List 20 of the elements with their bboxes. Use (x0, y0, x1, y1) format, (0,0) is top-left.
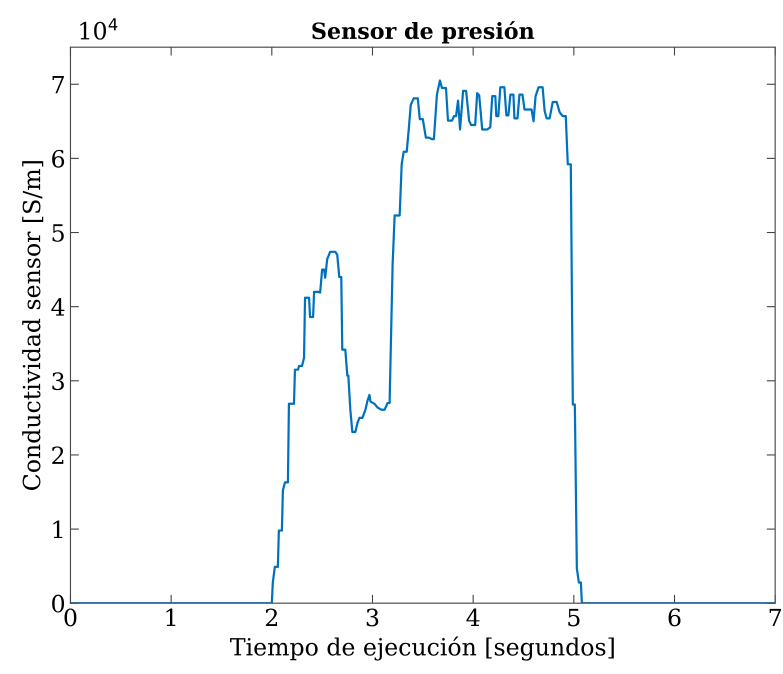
y-tick-label: 4 (51, 298, 64, 316)
chart-title: Sensor de presión (312, 21, 534, 44)
x-tick-label: 5 (568, 608, 580, 626)
x-tick-label: 2 (266, 608, 278, 626)
y-tick-label: 1 (53, 520, 62, 538)
y-tick-label: 0 (52, 594, 64, 613)
text: 10$^{4}$ (80, 18, 118, 40)
y-tick-label: 7 (52, 76, 64, 94)
y-tick-label: 3 (52, 372, 64, 390)
y-tick-label: 2 (52, 446, 64, 464)
x-axis-title: Tiempo de ejecución [segundos] (230, 636, 614, 661)
x-tick-label: 6 (668, 608, 681, 626)
x-tick-label: 3 (366, 608, 378, 626)
y-tick-label: 6 (52, 150, 64, 168)
y-axis-title: Conductividad sensor [S/m] (22, 161, 44, 490)
x-tick-label: 0 (64, 608, 76, 626)
x-tick-label: 7 (770, 608, 781, 626)
y-tick-label: 5 (52, 224, 64, 242)
x-tick-label: 4 (466, 608, 480, 626)
x-tick-label: 1 (166, 608, 176, 626)
